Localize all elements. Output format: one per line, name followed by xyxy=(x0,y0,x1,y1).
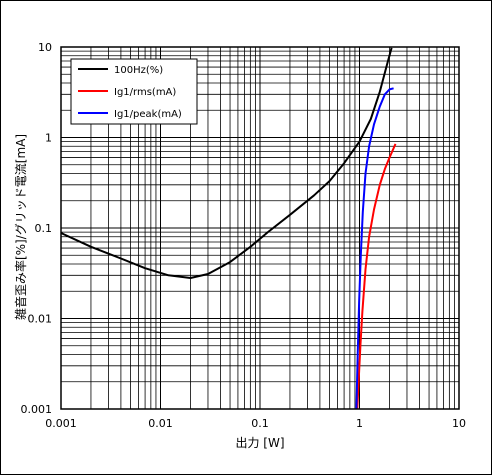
series-ig1-rms-line xyxy=(356,143,397,410)
plot-border xyxy=(60,46,460,410)
y-tick-label: 0.001 xyxy=(21,403,53,416)
legend-label-ig1-rms: Ig1/rms(mA) xyxy=(114,87,176,98)
y-tick-label: 1 xyxy=(45,132,52,145)
series-ig1-peak-line xyxy=(355,87,394,410)
y-tick-label: 10 xyxy=(38,41,52,54)
x-tick-label: 0.1 xyxy=(251,417,269,430)
y-axis-title: 雑音歪み率[%]/グリッド電流[mA] xyxy=(13,134,28,320)
y-tick-labels: 0.001 0.01 0.1 1 10 xyxy=(21,41,53,416)
x-tick-label: 10 xyxy=(452,417,466,430)
x-axis-title: 出力 [W] xyxy=(235,436,284,450)
series-curves xyxy=(60,47,397,410)
y-tick-label: 0.1 xyxy=(35,222,53,235)
legend: 100Hz(%) Ig1/rms(mA) Ig1/peak(mA) xyxy=(70,58,198,125)
x-tick-label: 1 xyxy=(356,417,363,430)
y-tick-label: 0.01 xyxy=(28,313,53,326)
x-tick-label: 0.01 xyxy=(148,417,173,430)
series-100hz-line xyxy=(60,47,393,279)
legend-label-100hz: 100Hz(%) xyxy=(114,65,163,76)
x-tick-labels: 0.001 0.01 0.1 1 10 xyxy=(45,417,466,430)
x-tick-label: 0.001 xyxy=(45,417,77,430)
legend-label-ig1-peak: Ig1/peak(mA) xyxy=(114,109,182,120)
